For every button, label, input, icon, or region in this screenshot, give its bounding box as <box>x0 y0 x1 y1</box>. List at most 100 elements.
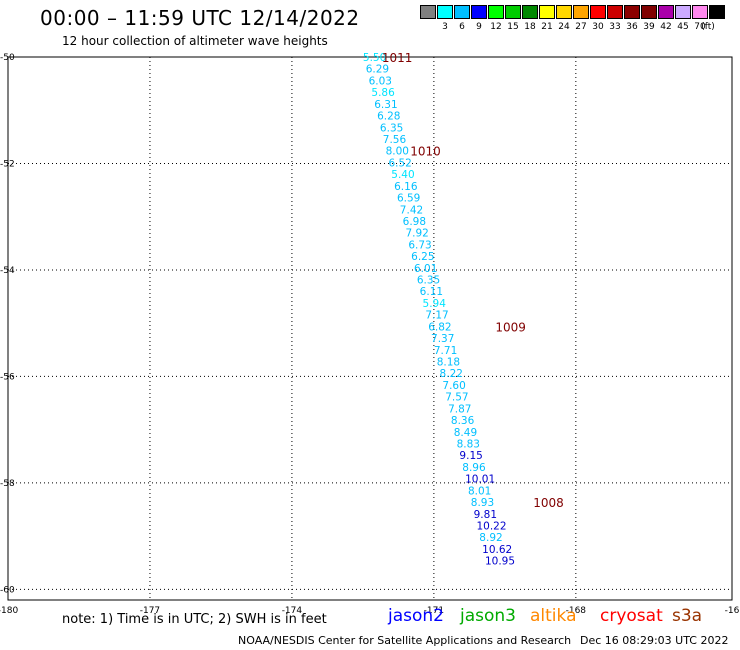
wave-height-point: 5.50 <box>363 52 386 64</box>
wave-height-point: 7.56 <box>383 134 407 146</box>
wave-height-point: 6.31 <box>374 99 397 111</box>
colorbar-label: 30 <box>592 22 604 32</box>
lon-tick-label: -16 <box>725 606 740 616</box>
colorbar-swatch <box>522 5 538 19</box>
colorbar-swatch <box>709 5 725 19</box>
wave-height-point: 5.86 <box>371 87 395 99</box>
pressure-label: 1011 <box>382 51 413 65</box>
wave-height-point: 8.96 <box>462 462 486 474</box>
wave-height-point: 5.94 <box>423 298 447 310</box>
wave-height-point: 8.00 <box>386 146 409 158</box>
lat-tick-label: -50 <box>0 53 15 63</box>
wave-height-point: 6.82 <box>428 321 451 333</box>
lon-tick-label: -180 <box>0 606 18 616</box>
colorbar-label: 3 <box>442 22 448 32</box>
wave-height-point: 6.11 <box>420 286 443 298</box>
colorbar-swatch <box>675 5 691 19</box>
colorbar-label: 36 <box>626 22 638 32</box>
wave-height-point: 6.52 <box>388 157 411 169</box>
lon-tick-label: -171 <box>424 606 444 616</box>
lon-tick-label: -168 <box>566 606 587 616</box>
wave-height-point: 8.01 <box>468 485 491 497</box>
colorbar-swatch <box>607 5 623 19</box>
lat-tick-label: -58 <box>0 479 15 489</box>
wave-height-point: 6.59 <box>397 193 420 205</box>
pressure-label: 1008 <box>533 496 564 510</box>
credit-text: NOAA/NESDIS Center for Satellite Applica… <box>238 634 572 647</box>
wave-height-point: 8.18 <box>437 357 460 369</box>
wave-height-point: 7.60 <box>442 380 465 392</box>
colorbar-label: 15 <box>507 22 519 32</box>
colorbar-label: 27 <box>575 22 587 32</box>
wave-height-point: 5.40 <box>391 169 414 181</box>
wave-height-point: 6.98 <box>403 216 426 228</box>
altimeter-track: 5.506.296.035.866.316.286.357.568.006.52… <box>363 52 515 568</box>
wave-height-point: 6.03 <box>369 75 392 87</box>
wave-height-point: 6.35 <box>417 275 440 287</box>
colorbar-swatch <box>590 5 606 19</box>
wave-height-point: 10.62 <box>482 544 512 556</box>
colorbar-unit-label: (ft) <box>701 22 715 32</box>
wave-height-point: 9.15 <box>459 450 482 462</box>
colorbar-label: 70 <box>694 22 706 32</box>
colorbar-swatch <box>692 5 708 19</box>
colorbar-swatch <box>641 5 657 19</box>
satellite-jason3: jason3 <box>460 606 516 626</box>
colorbar-swatch <box>556 5 572 19</box>
wave-height-point: 8.22 <box>440 368 463 380</box>
map-frame <box>7 56 733 601</box>
colorbar-swatch <box>471 5 487 19</box>
axis-labels: -180 -177 -174 -171 -168 -16 -50 -52 -54 -56 -58 -6… <box>0 53 740 616</box>
colorbar-swatch <box>420 5 436 19</box>
satellite-cryosat: cryosat <box>600 606 663 626</box>
map-border <box>7 56 733 601</box>
wave-height-point: 8.49 <box>454 427 477 439</box>
colorbar-label: 33 <box>609 22 621 32</box>
map-grid <box>8 56 732 600</box>
wave-height-point: 6.73 <box>408 239 431 251</box>
colorbar-label: 39 <box>643 22 655 32</box>
lat-tick-label: -52 <box>0 159 15 169</box>
colorbar-label: 18 <box>524 22 536 32</box>
colorbar-label: 9 <box>476 22 482 32</box>
wave-height-point: 10.95 <box>485 556 515 568</box>
colorbar-label: 6 <box>459 22 465 32</box>
lon-tick-label: -177 <box>140 606 160 616</box>
colorbar-label: 42 <box>660 22 672 32</box>
wave-height-point: 6.16 <box>394 181 418 193</box>
map-title: 00:00 – 11:59 UTC 12/14/2022 <box>40 6 360 30</box>
colorbar-label: 24 <box>558 22 570 32</box>
wave-height-point: 7.57 <box>445 392 468 404</box>
lat-tick-label: -56 <box>0 372 15 382</box>
colorbar-label: 45 <box>677 22 689 32</box>
satellite-s3a: s3a <box>672 606 703 626</box>
colorbar-swatch <box>488 5 504 19</box>
wave-height-point: 7.92 <box>405 228 428 240</box>
colorbar-label: 21 <box>541 22 553 32</box>
wave-height-point: 7.87 <box>448 403 471 415</box>
wave-height-point: 10.22 <box>476 520 506 532</box>
footer-note: note: 1) Time is in UTC; 2) SWH is in fe… <box>62 612 327 627</box>
colorbar-swatch <box>437 5 453 19</box>
wave-height-point: 8.83 <box>457 438 480 450</box>
wave-height-point: 6.28 <box>377 111 400 123</box>
colorbar-label: 12 <box>490 22 502 32</box>
wave-height-point: 8.93 <box>471 497 494 509</box>
wave-height-point: 6.29 <box>366 64 389 76</box>
wave-height-point: 6.25 <box>411 251 434 263</box>
map-subtitle: 12 hour collection of altimeter wave hei… <box>62 34 328 48</box>
lat-tick-label: -60 <box>0 585 15 595</box>
colorbar-swatch <box>539 5 555 19</box>
wave-height-point: 7.42 <box>400 204 423 216</box>
colorbar-swatch <box>573 5 589 19</box>
timestamp-text: Dec 16 08:29:03 UTC 2022 <box>580 634 729 647</box>
wave-height-point: 10.01 <box>465 474 495 486</box>
pressure-label: 1010 <box>410 145 441 159</box>
colorbar-swatch <box>658 5 674 19</box>
wave-height-point: 8.92 <box>479 532 502 544</box>
wave-height-point: 8.36 <box>451 415 475 427</box>
wave-height-point: 7.71 <box>434 345 457 357</box>
wave-height-point: 6.35 <box>380 122 403 134</box>
wave-height-point: 6.01 <box>414 263 437 275</box>
